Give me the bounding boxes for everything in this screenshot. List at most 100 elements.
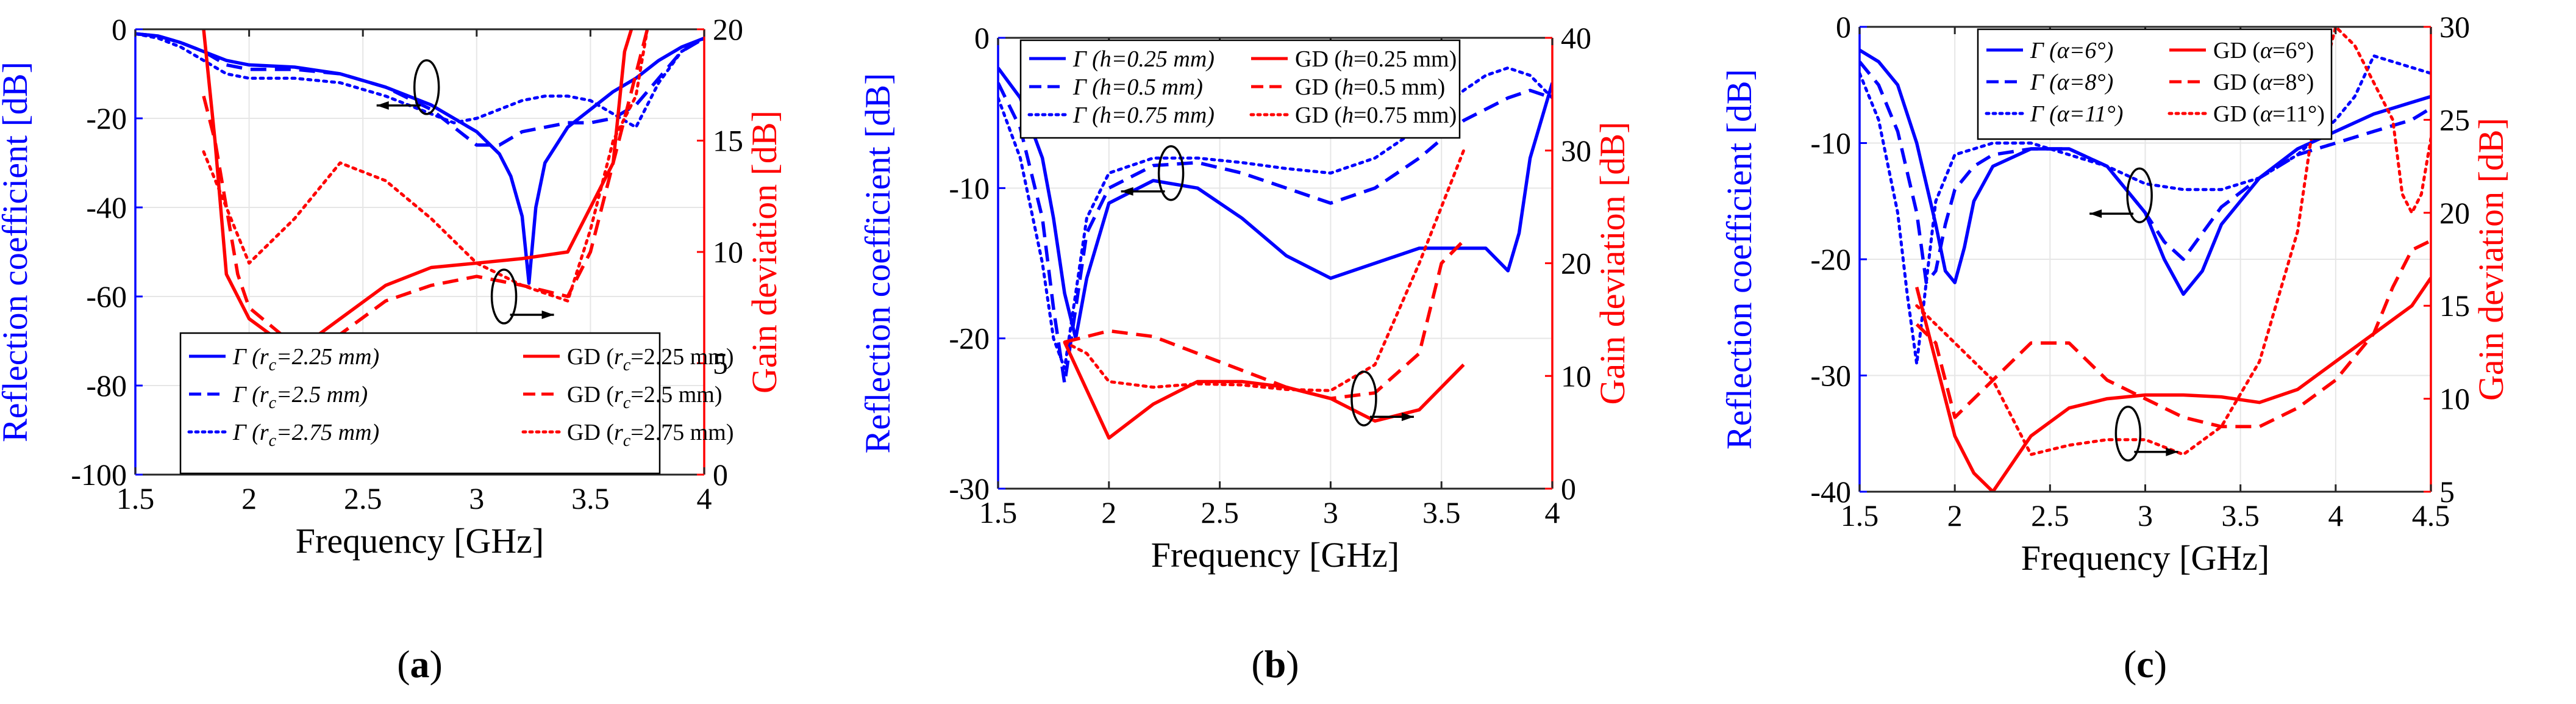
y-right-tick-label: 30 [1561,134,1591,168]
annotation-arrow-head [1401,412,1414,422]
y-left-axis-label: Reflection coefficient [dB] [0,62,35,442]
legend-param: α [2057,38,2070,63]
legend-param: r [260,382,269,408]
x-axis-label: Frequency [GHz] [2021,538,2269,578]
legend-value: =2.25 mm) [276,344,379,370]
legend-value: =0.5 mm) [1111,74,1203,100]
legend-symbol: Γ ( [232,420,261,445]
legend-param: α [2260,38,2273,63]
y-left-tick-label: -100 [71,458,127,492]
series-gd-solid [1915,276,2431,492]
x-tick-label: 4 [697,481,712,515]
x-tick-label: 1.5 [116,481,155,515]
legend-param: α [2260,101,2273,127]
x-tick-label: 3 [469,481,484,515]
series-gd-dotted [202,29,649,303]
y-right-tick-label: 0 [713,458,728,492]
series-gd-dashed [202,29,649,348]
legend-param-subscript: c [269,431,277,450]
y-right-tick-label: 5 [713,347,728,381]
legend-entry-label: GD (rc=2.75 mm) [567,420,733,450]
legend-param: r [614,382,623,408]
y-left-tick-label: 0 [1836,10,1851,44]
legend-box [1019,39,1461,139]
legend-entry-label: Γ (α=8°) [2030,70,2113,95]
y-right-tick-label: 15 [713,124,743,158]
x-tick-label: 2 [241,481,257,515]
y-right-tick-label: 5 [2439,475,2455,509]
series-group [135,29,704,354]
legend-symbol: Γ ( [2030,101,2058,127]
y-left-tick-label: -40 [86,190,127,224]
legend-entry-label: GD (h=0.75 mm) [1295,102,1457,128]
legend-value: =0.75 mm) [1111,102,1215,128]
x-tick-label: 4 [1545,495,1560,530]
y-right-axis-label: Gain deviation [dB] [2471,118,2511,401]
y-right-tick-label: 25 [2439,102,2470,137]
legend-value: =2.5 mm) [630,382,722,408]
panel-caption-paren: ) [430,642,443,686]
legend-value: =8°) [2272,70,2314,95]
legend-param: r [260,420,269,445]
panel-caption-paren: ( [1251,642,1264,686]
series-gamma-solid [135,32,704,285]
series-gamma-dashed [1860,60,2431,284]
legend-entry-label: Γ (rc=2.5 mm) [232,382,368,412]
legend-symbol: GD ( [567,382,614,408]
y-left-tick-label: -20 [1810,242,1851,276]
series-gamma-dashed [998,82,1552,386]
annotation-ellipse [490,268,518,325]
panel-caption: (b) [1251,642,1299,686]
legend-symbol: GD ( [2213,101,2260,127]
panel-caption: (a) [397,642,443,686]
legend: Γ (h=0.25 mm) GD (h=0.25 mm)Γ (h=0.5 mm) G… [1019,39,1461,139]
legend-symbol: Γ ( [232,344,261,370]
legend-entry-label: Γ (rc=2.25 mm) [232,344,379,375]
x-tick-label: 3 [2138,498,2153,533]
legend-param-subscript: c [269,356,277,375]
y-left-tick-label: -40 [1810,475,1851,509]
legend-entry-label: GD (rc=2.5 mm) [567,382,722,412]
x-tick-label: 2.5 [344,481,382,515]
legend-param: h [1342,102,1354,128]
legend-entry-label: GD (rc=2.25 mm) [567,344,733,375]
annotation-arrow-head [541,311,554,319]
legend-param: h [1342,74,1354,100]
legend-value: =0.75 mm) [1354,102,1457,128]
y-left-tick-label: -10 [1810,126,1851,160]
legend-param: r [614,344,623,370]
legend-param: h [1100,102,1111,128]
legend-entry-label: Γ (rc=2.75 mm) [232,420,379,450]
series-gd-solid [202,29,633,354]
panel-a: 1.5 2 2.5 3 3.5 4 -100 -80 -60 -40 -20 0 0 5 10 15 20 Fre… [0,12,784,686]
legend-entry-label: GD (α=6°) [2213,38,2314,63]
y-left-tick-label: -60 [86,279,127,314]
annotation-arrow-head [2166,447,2178,456]
legend-param-subscript: c [623,393,631,412]
legend-value: =0.5 mm) [1354,74,1445,100]
legend-param: r [614,420,623,445]
x-tick-label: 3.5 [1422,495,1461,530]
legend-param: α [2057,101,2070,127]
x-tick-label: 3.5 [2221,498,2260,533]
legend-symbol: GD ( [2213,70,2260,95]
y-right-tick-label: 20 [713,12,743,46]
ellipse-arrow-annotation [2114,406,2178,462]
series-gd-dashed [1064,239,1465,400]
legend-entry-label: Γ (h=0.75 mm) [1072,102,1215,128]
legend-value: =2.75 mm) [630,420,733,445]
y-right-tick-label: 40 [1561,21,1591,55]
x-tick-label: 1.5 [979,495,1018,530]
legend-param-subscript: c [269,393,277,412]
legend-symbol: GD ( [2213,38,2260,63]
y-right-tick-label: 10 [713,235,743,269]
legend-value: =11°) [2272,101,2325,127]
series-group [998,66,1552,440]
legend-value: =6°) [2272,38,2314,63]
y-right-tick-label: 0 [1561,472,1576,506]
legend-symbol: Γ ( [2030,38,2058,63]
y-left-tick-label: -30 [949,472,990,506]
panel-caption: (c) [2124,642,2167,686]
legend-value: =2.5 mm) [276,382,368,408]
legend-param: r [260,344,269,370]
